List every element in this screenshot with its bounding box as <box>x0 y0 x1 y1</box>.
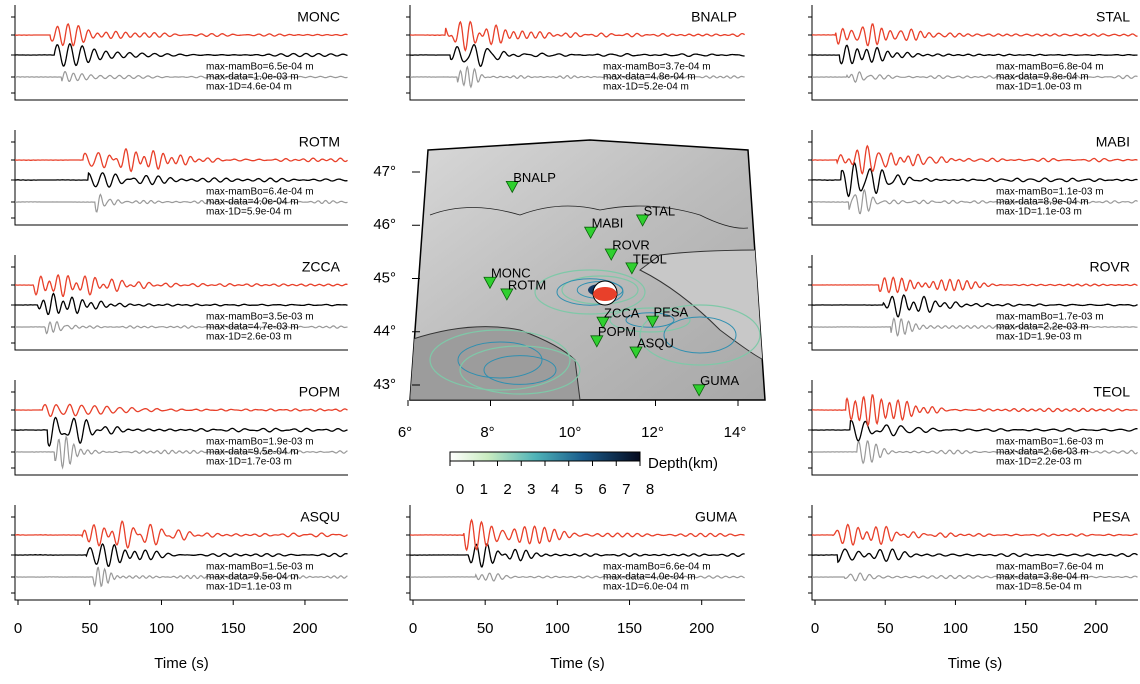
x-tick-label: 0 <box>811 620 819 637</box>
colorbar-tick-label: 6 <box>598 481 606 498</box>
amplitude-label: max-1D=5.9e-04 m <box>206 207 292 218</box>
lat-label: 45° <box>373 269 396 286</box>
x-tick-label: 200 <box>689 620 714 637</box>
panel-frame <box>812 380 1138 475</box>
lon-label: 12° <box>641 424 664 441</box>
figure: MONCmax-mamBo=6.5e-04 mmax-data=1.0e-03 … <box>0 0 1140 684</box>
station-name: PESA <box>1093 509 1131 525</box>
station-name: MABI <box>1096 134 1130 150</box>
colorbar-tick-label: 3 <box>527 481 535 498</box>
trace-mambo <box>812 395 1138 425</box>
trace-data <box>15 173 348 187</box>
trace-mambo <box>15 149 348 171</box>
station-name: ZCCA <box>302 259 341 275</box>
station-name: ROVR <box>1090 259 1130 275</box>
trace-mambo <box>15 24 348 46</box>
x-tick-label: 100 <box>545 620 570 637</box>
lon-label: 8° <box>480 424 494 441</box>
trace-mambo <box>15 275 348 296</box>
station-label: MABI <box>592 216 624 231</box>
x-axis-label: Time (s) <box>154 655 208 672</box>
x-tick-label: 200 <box>1083 620 1108 637</box>
x-tick-label: 50 <box>877 620 894 637</box>
panel-frame <box>15 255 348 350</box>
colorbar-tick-label: 5 <box>575 481 583 498</box>
lon-label: 14° <box>724 424 747 441</box>
colorbar <box>450 452 640 461</box>
lon-label: 10° <box>559 424 582 441</box>
station-name: ASQU <box>300 509 340 525</box>
colorbar-tick-label: 2 <box>503 481 511 498</box>
trace-mambo <box>812 525 1138 545</box>
station-name: ROTM <box>299 134 340 150</box>
station-name: GUMA <box>695 509 738 525</box>
trace-mambo <box>812 146 1138 174</box>
trace-data <box>812 549 1138 562</box>
x-tick-label: 150 <box>617 620 642 637</box>
x-tick-label: 0 <box>14 620 22 637</box>
amplitude-label: max-1D=1.7e-03 m <box>206 457 292 468</box>
amplitude-label: max-1D=8.5e-04 m <box>996 582 1082 593</box>
station-label: STAL <box>644 203 676 218</box>
x-tick-label: 150 <box>221 620 246 637</box>
amplitude-label: max-1D=1.1e-03 m <box>996 207 1082 218</box>
colorbar-label: Depth(km) <box>648 455 718 472</box>
station-label: ROVR <box>612 237 650 252</box>
x-tick-label: 150 <box>1013 620 1038 637</box>
station-label: ZCCA <box>604 306 640 321</box>
x-tick-label: 50 <box>477 620 494 637</box>
station-label: ASQU <box>637 335 674 350</box>
trace-gray <box>812 72 1138 82</box>
station-name: TEOL <box>1093 384 1130 400</box>
amplitude-label: max-1D=1.9e-03 m <box>996 332 1082 343</box>
lat-label: 46° <box>373 216 396 233</box>
station-name: MONC <box>297 9 340 25</box>
amplitude-label: max-1D=1.1e-03 m <box>206 582 292 593</box>
station-name: BNALP <box>691 9 737 25</box>
lat-label: 43° <box>373 376 396 393</box>
station-label: POPM <box>598 324 636 339</box>
colorbar-tick-label: 4 <box>551 481 559 498</box>
station-label: PESA <box>654 305 689 320</box>
panel-frame <box>812 5 1138 100</box>
trace-mambo <box>812 277 1138 292</box>
lat-label: 47° <box>373 163 396 180</box>
colorbar-tick-label: 0 <box>456 481 464 498</box>
colorbar-tick-label: 7 <box>622 481 630 498</box>
station-label: BNALP <box>513 170 556 185</box>
amplitude-label: max-1D=6.0e-04 m <box>603 582 689 593</box>
station-label: ROTM <box>508 277 546 292</box>
amplitude-label: max-1D=1.0e-03 m <box>996 82 1082 93</box>
trace-mambo <box>410 22 745 51</box>
trace-mambo <box>15 521 348 548</box>
x-tick-label: 50 <box>81 620 98 637</box>
x-tick-label: 200 <box>292 620 317 637</box>
trace-mambo <box>15 404 348 416</box>
amplitude-label: max-1D=2.6e-03 m <box>206 332 292 343</box>
station-name: STAL <box>1096 9 1130 25</box>
station-label: GUMA <box>700 373 739 388</box>
amplitude-label: max-1D=2.2e-03 m <box>996 457 1082 468</box>
lat-label: 44° <box>373 323 396 340</box>
focal-mechanism-fill <box>593 287 617 301</box>
panel-frame <box>15 505 348 600</box>
station-label: TEOL <box>633 251 667 266</box>
x-axis-label: Time (s) <box>948 655 1002 672</box>
amplitude-label: max-1D=5.2e-04 m <box>603 82 689 93</box>
trace-gray <box>812 573 1138 581</box>
x-tick-label: 100 <box>943 620 968 637</box>
x-axis-label: Time (s) <box>550 655 604 672</box>
amplitude-label: max-1D=4.6e-04 m <box>206 82 292 93</box>
trace-mambo <box>812 24 1138 46</box>
x-tick-label: 0 <box>409 620 417 637</box>
colorbar-tick-label: 8 <box>646 481 654 498</box>
lon-label: 6° <box>398 424 412 441</box>
station-name: POPM <box>299 384 340 400</box>
x-tick-label: 100 <box>149 620 174 637</box>
colorbar-tick-label: 1 <box>480 481 488 498</box>
